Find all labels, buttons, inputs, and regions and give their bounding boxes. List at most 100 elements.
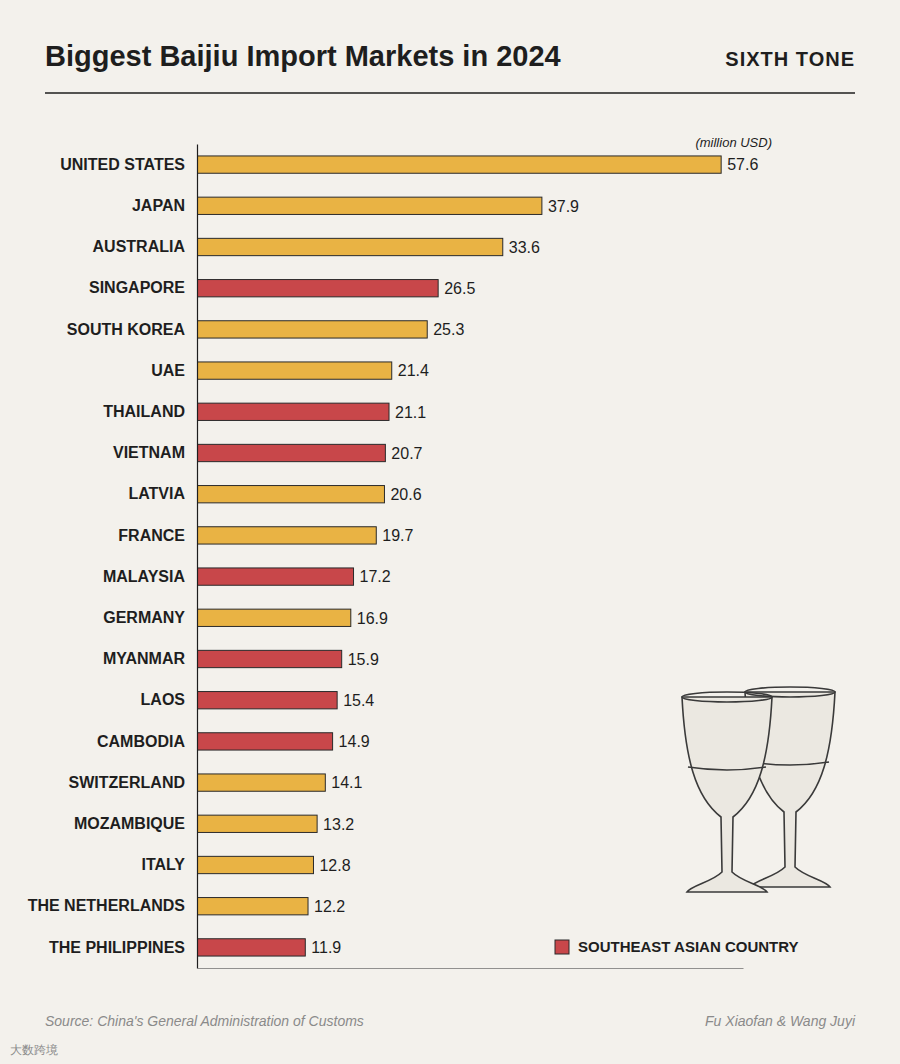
bar bbox=[197, 733, 333, 750]
data-label: 11.9 bbox=[311, 939, 341, 956]
y-tick: FRANCE bbox=[118, 527, 185, 544]
data-label: 14.1 bbox=[331, 774, 362, 791]
glass-outline bbox=[682, 697, 772, 892]
bar bbox=[197, 568, 354, 585]
data-label: 16.9 bbox=[357, 610, 388, 627]
y-tick: LAOS bbox=[141, 691, 186, 708]
y-axis: UNITED STATES JAPAN AUSTRALIA SINGAPORE SOUT… bbox=[28, 145, 198, 969]
legend-label: SOUTHEAST ASIAN COUNTRY bbox=[578, 938, 799, 955]
y-tick-label: MOZAMBIQUE bbox=[74, 815, 185, 832]
y-tick-label: MALAYSIA bbox=[103, 568, 186, 585]
y-tick-label: UAE bbox=[151, 362, 185, 379]
y-tick: CAMBODIA bbox=[97, 733, 185, 750]
y-tick: THE NETHERLANDS bbox=[28, 897, 186, 914]
y-tick: UAE bbox=[151, 362, 185, 379]
bar bbox=[197, 156, 721, 173]
bar bbox=[197, 527, 376, 544]
y-tick-label: SOUTH KOREA bbox=[67, 321, 186, 338]
data-label: 15.4 bbox=[343, 692, 374, 709]
data-label: 26.5 bbox=[444, 280, 475, 297]
y-tick-label: CAMBODIA bbox=[97, 733, 185, 750]
data-label: 57.6 bbox=[727, 156, 758, 173]
y-tick-label: FRANCE bbox=[118, 527, 185, 544]
glasses-illustration bbox=[682, 687, 835, 892]
data-label: 12.2 bbox=[314, 898, 345, 915]
y-tick: MOZAMBIQUE bbox=[74, 815, 185, 832]
source: Source: China's General Administration o… bbox=[45, 1013, 364, 1029]
y-tick-label: THE PHILIPPINES bbox=[49, 939, 185, 956]
bar bbox=[197, 692, 337, 709]
y-tick: AUSTRALIA bbox=[93, 238, 186, 255]
y-tick-label: AUSTRALIA bbox=[93, 238, 186, 255]
y-tick: SOUTH KOREA bbox=[67, 321, 186, 338]
data-label: 21.4 bbox=[398, 362, 429, 379]
brand: SIXTH TONE bbox=[725, 48, 855, 70]
credit: Fu Xiaofan & Wang Juyi bbox=[705, 1013, 856, 1029]
y-tick-label: MYANMAR bbox=[103, 650, 186, 667]
data-label: 20.6 bbox=[390, 486, 421, 503]
y-tick-label: SINGAPORE bbox=[89, 279, 185, 296]
glass-rim bbox=[745, 687, 835, 697]
legend-swatch bbox=[555, 940, 569, 954]
chart: Biggest Baijiu Import Markets in 2024 SIX… bbox=[0, 0, 900, 1064]
bar bbox=[197, 197, 542, 214]
y-tick-label: THE NETHERLANDS bbox=[28, 897, 186, 914]
data-label: 14.9 bbox=[339, 733, 370, 750]
y-tick-label: GERMANY bbox=[103, 609, 185, 626]
bar bbox=[197, 486, 384, 503]
bar bbox=[197, 609, 351, 626]
bars bbox=[197, 156, 721, 956]
header-rule bbox=[45, 92, 855, 94]
glass-liquid bbox=[688, 767, 766, 770]
y-tick-label: LAOS bbox=[141, 691, 186, 708]
bar bbox=[197, 403, 389, 420]
background bbox=[0, 0, 900, 1064]
bar bbox=[197, 939, 305, 956]
y-tick: UNITED STATES bbox=[60, 156, 185, 173]
bar bbox=[197, 898, 308, 915]
y-tick-label: LATVIA bbox=[128, 485, 185, 502]
y-tick: JAPAN bbox=[132, 197, 185, 214]
y-tick-label: JAPAN bbox=[132, 197, 185, 214]
legend: SOUTHEAST ASIAN COUNTRY bbox=[555, 938, 799, 955]
bar bbox=[197, 362, 392, 379]
x-axis-line bbox=[198, 968, 744, 969]
unit-label: (million USD) bbox=[695, 135, 772, 150]
y-tick: MYANMAR bbox=[103, 650, 186, 667]
y-tick: THE PHILIPPINES bbox=[49, 939, 185, 956]
y-tick: GERMANY bbox=[103, 609, 185, 626]
data-label: 33.6 bbox=[509, 239, 540, 256]
glass bbox=[682, 692, 772, 892]
bar bbox=[197, 321, 427, 338]
glass-rim bbox=[682, 692, 772, 702]
y-tick: SWITZERLAND bbox=[69, 774, 185, 791]
y-tick-label: VIETNAM bbox=[113, 444, 185, 461]
y-tick: MALAYSIA bbox=[103, 568, 186, 585]
data-label: 21.1 bbox=[395, 404, 426, 421]
y-tick: VIETNAM bbox=[113, 444, 185, 461]
title: Biggest Baijiu Import Markets in 2024 bbox=[45, 40, 561, 72]
y-axis-line bbox=[197, 145, 198, 969]
y-tick: THAILAND bbox=[103, 403, 185, 420]
data-labels: 57.637.933.626.525.321.421.120.720.619.7… bbox=[311, 156, 758, 956]
data-label: 19.7 bbox=[382, 527, 413, 544]
watermark: 大数跨境 bbox=[10, 1043, 58, 1057]
bar bbox=[197, 238, 503, 255]
y-tick-label: ITALY bbox=[141, 856, 185, 873]
x-axis bbox=[198, 968, 744, 969]
data-label: 25.3 bbox=[433, 321, 464, 338]
bar bbox=[197, 774, 325, 791]
bar bbox=[197, 280, 438, 297]
bar bbox=[197, 444, 385, 461]
y-tick: ITALY bbox=[141, 856, 185, 873]
data-label: 15.9 bbox=[348, 651, 379, 668]
data-label: 17.2 bbox=[360, 568, 391, 585]
data-label: 13.2 bbox=[323, 816, 354, 833]
y-tick-label: SWITZERLAND bbox=[69, 774, 185, 791]
y-tick-label: UNITED STATES bbox=[60, 156, 185, 173]
bar bbox=[197, 856, 313, 873]
y-tick-label: THAILAND bbox=[103, 403, 185, 420]
bar bbox=[197, 815, 317, 832]
y-tick: LATVIA bbox=[128, 485, 185, 502]
bar bbox=[197, 650, 342, 667]
